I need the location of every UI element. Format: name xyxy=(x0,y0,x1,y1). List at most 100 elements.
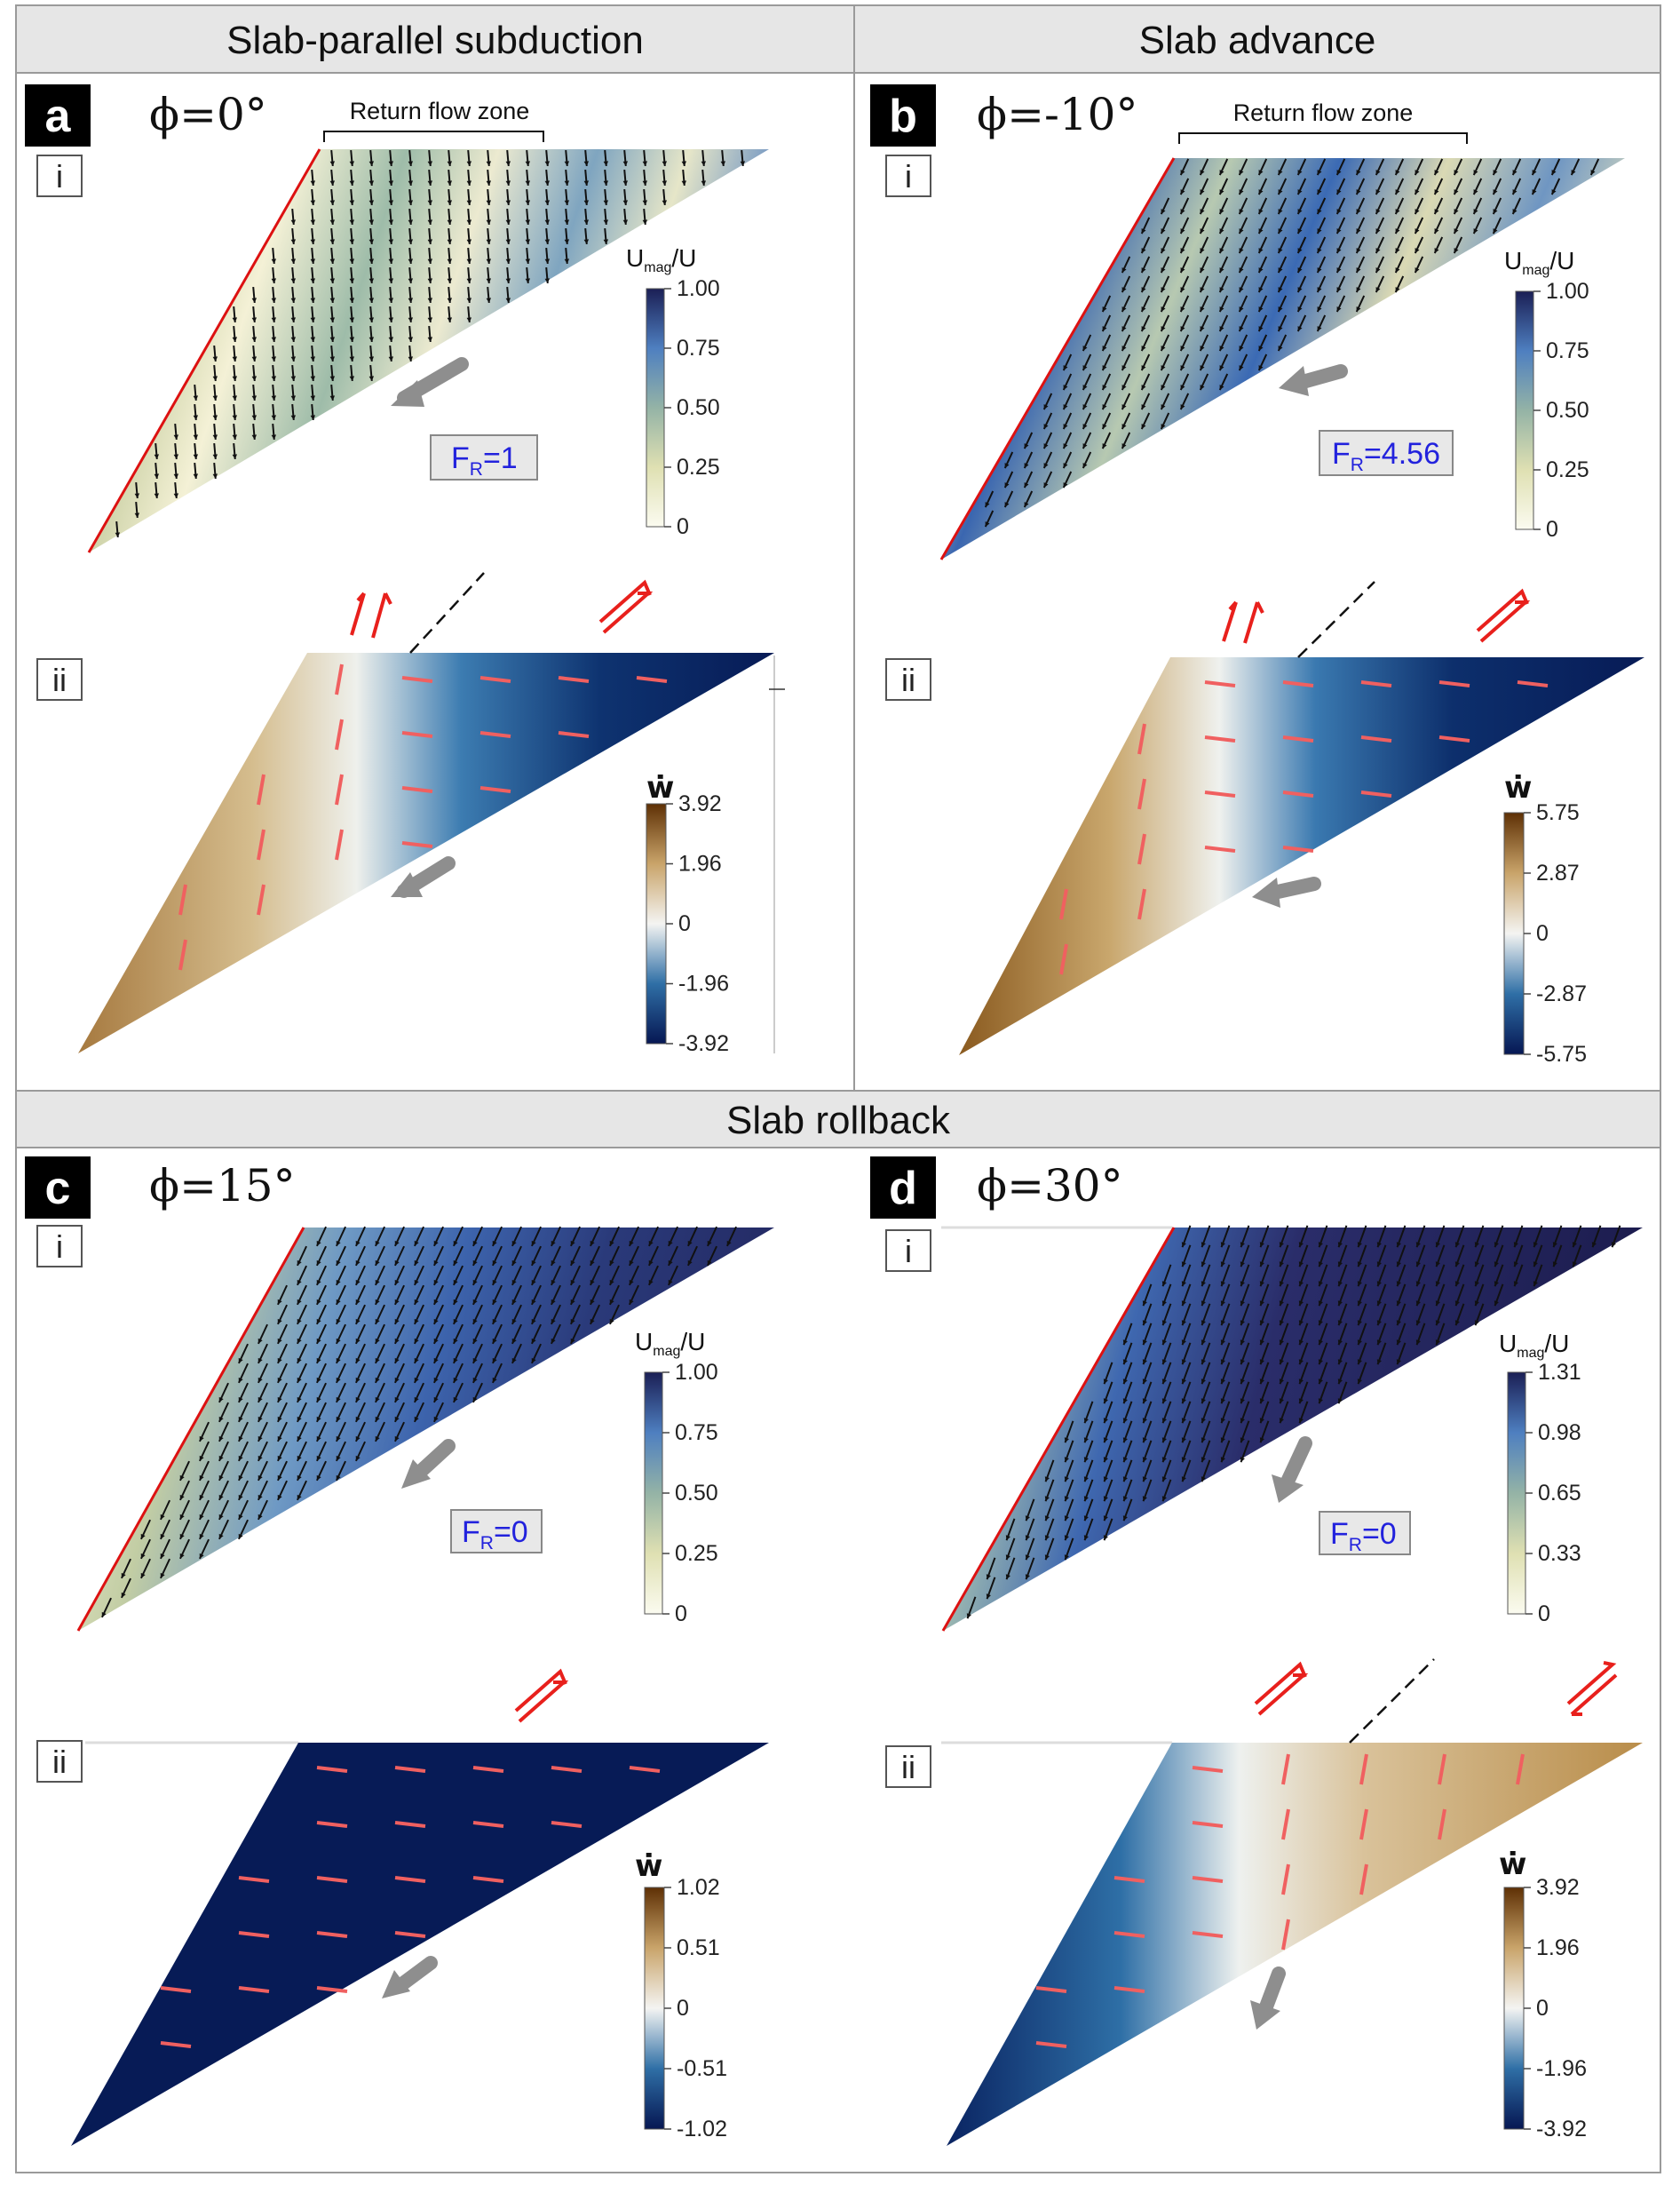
velocity-vector-head xyxy=(505,200,511,205)
velocity-vector-head xyxy=(316,1435,321,1442)
velocity-vector-head xyxy=(472,1259,478,1266)
strain-dash xyxy=(1282,791,1314,798)
velocity-vector-head xyxy=(1043,424,1049,430)
velocity-vector-head xyxy=(551,1259,556,1266)
velocity-vector-head xyxy=(1454,189,1459,195)
fr-value: =1 xyxy=(483,441,518,475)
velocity-vector-head xyxy=(1219,170,1224,176)
velocity-vector-head xyxy=(212,395,218,401)
slab-motion-arrow xyxy=(1279,364,1348,396)
fr-main: F xyxy=(451,441,470,475)
velocity-vector-head xyxy=(1103,1437,1108,1443)
velocity-vector-head xyxy=(564,161,570,166)
velocity-vector-head xyxy=(1063,365,1068,371)
velocity-vector-head xyxy=(218,1533,224,1539)
velocity-vector-head xyxy=(427,161,433,166)
velocity-vector-head xyxy=(1025,1554,1030,1561)
velocity-vector-head xyxy=(492,1259,497,1266)
velocity-vector-head xyxy=(336,1357,341,1363)
velocity-vector-head xyxy=(297,1299,302,1305)
velocity-vector-head xyxy=(433,1240,439,1246)
velocity-vector-head xyxy=(447,180,453,186)
velocity-vector-head xyxy=(1395,170,1400,176)
velocity-vector-head xyxy=(492,1318,497,1324)
colorbar-tick-label: -1.02 xyxy=(677,2117,727,2141)
velocity-vector-head xyxy=(1357,1281,1362,1287)
velocity-vector-head xyxy=(590,1240,595,1246)
velocity-vector-head xyxy=(662,200,668,205)
velocity-vector-head xyxy=(290,219,297,225)
velocity-vector-head xyxy=(414,1338,419,1344)
velocity-vector-head xyxy=(1180,385,1185,391)
velocity-vector-head xyxy=(1103,1496,1108,1502)
velocity-vector-head xyxy=(1161,346,1166,352)
velocity-vector-head xyxy=(232,317,238,322)
velocity-vector-head xyxy=(1317,189,1322,195)
velocity-vector-head xyxy=(375,1396,380,1402)
velocity-vector-head xyxy=(1121,385,1127,391)
velocity-vector-head xyxy=(1239,267,1244,274)
fr-box: FR=0 xyxy=(450,1509,543,1553)
strain-dash xyxy=(335,774,344,806)
velocity-vector-head xyxy=(427,317,433,322)
colorbar-tick-label: 0 xyxy=(675,1601,687,1626)
velocity-vector-head xyxy=(238,1514,243,1520)
velocity-vector-head xyxy=(316,1279,321,1285)
velocity-vector-head xyxy=(1220,1418,1225,1424)
velocity-vector-head xyxy=(1141,267,1146,274)
velocity-vector-head xyxy=(1551,189,1557,195)
velocity-vector-head xyxy=(1161,424,1166,430)
velocity-vector-head xyxy=(1357,1359,1362,1365)
wdot-title: ẇ xyxy=(635,1848,662,1884)
velocity-vector-head xyxy=(349,219,355,225)
velocity-vector-head xyxy=(336,1299,341,1305)
velocity-vector-head xyxy=(486,239,492,244)
velocity-vector-head xyxy=(394,1259,400,1266)
header-slab-advance: Slab advance xyxy=(853,4,1661,74)
strain-dash xyxy=(1281,1863,1290,1895)
velocity-vector-head xyxy=(1201,1457,1206,1463)
velocity-vector-head xyxy=(1454,170,1459,176)
velocity-vector-head xyxy=(603,239,609,244)
velocity-vector-head xyxy=(1161,1437,1167,1443)
velocity-vector-head xyxy=(1240,1437,1245,1443)
velocity-vector-head xyxy=(329,356,336,362)
velocity-vector-head xyxy=(336,1259,341,1266)
velocity-vector-head xyxy=(1180,346,1185,352)
velocity-vector-head xyxy=(1239,326,1244,332)
velocity-vector-head xyxy=(740,161,746,166)
velocity-vector-head xyxy=(1044,1535,1050,1541)
velocity-vector-head xyxy=(1415,1300,1421,1307)
velocity-vector-head xyxy=(349,258,355,264)
velocity-vector-head xyxy=(1297,189,1303,195)
velocity-vector-head xyxy=(355,1259,361,1266)
velocity-vector-head xyxy=(466,298,472,303)
velocity-vector-head xyxy=(1200,248,1205,254)
velocity-vector-head xyxy=(681,161,687,166)
velocity-vector-head xyxy=(1396,1261,1401,1267)
velocity-vector-head xyxy=(1415,248,1420,254)
strain-dash xyxy=(257,829,265,861)
velocity-vector-head xyxy=(1103,1457,1108,1463)
velocity-vector-head xyxy=(466,219,472,225)
velocity-vector-head xyxy=(355,1357,361,1363)
fr-box: FR=1 xyxy=(430,434,538,481)
velocity-vector-head xyxy=(1161,1496,1167,1502)
velocity-vector-head xyxy=(1493,189,1498,195)
velocity-vector-head xyxy=(642,161,648,166)
velocity-vector-head xyxy=(1396,1339,1401,1346)
velocity-vector-head xyxy=(1396,1281,1401,1287)
velocity-vector-head xyxy=(408,258,414,264)
velocity-vector-head xyxy=(570,1338,575,1344)
velocity-vector-head xyxy=(277,1416,282,1422)
velocity-vector-head xyxy=(1142,1320,1147,1326)
strain-dash xyxy=(1359,1753,1368,1785)
velocity-vector-head xyxy=(258,1494,263,1500)
velocity-vector-head xyxy=(609,1240,614,1246)
velocity-vector-head xyxy=(408,219,414,225)
velocity-vector-head xyxy=(1219,346,1224,352)
velocity-vector-head xyxy=(336,1318,341,1324)
velocity-vector-head xyxy=(1512,189,1518,195)
velocity-vector-head xyxy=(1278,228,1283,234)
strain-dash xyxy=(316,1766,348,1773)
